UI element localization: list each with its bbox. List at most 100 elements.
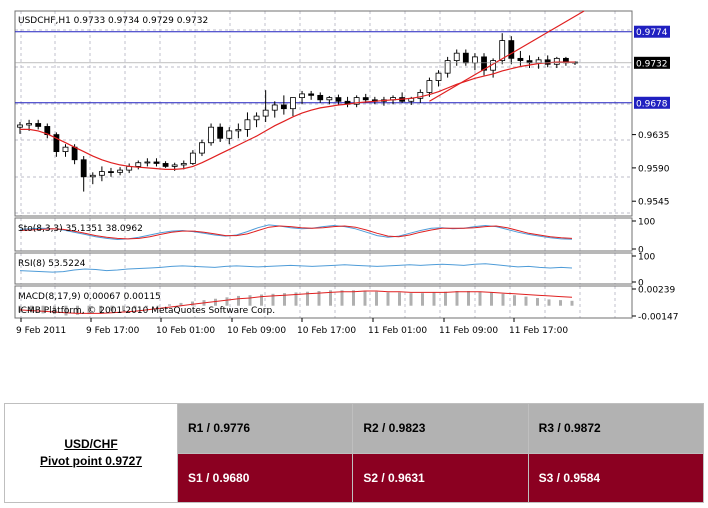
current-price-label: 0.9732 <box>636 59 668 69</box>
price-tick-label: 0.9590 <box>638 164 670 174</box>
candle-body <box>26 123 32 126</box>
macd-bar <box>179 302 183 306</box>
candle-body <box>280 104 287 110</box>
candle-body <box>89 174 96 178</box>
level-label: 0.9774 <box>636 28 668 38</box>
macd-bar <box>41 305 45 314</box>
macd-bar <box>283 293 286 306</box>
macd-bar <box>30 305 33 313</box>
candle-body <box>153 161 160 164</box>
candle-body <box>44 126 51 135</box>
candle-body <box>472 56 478 64</box>
candle-body <box>326 97 333 101</box>
macd-bar <box>467 291 470 306</box>
candle-body <box>80 159 87 178</box>
candle-body <box>62 146 69 153</box>
macd-bar <box>398 292 401 306</box>
stochastic-header: Sto(8,3,3) 35.1351 38.0962 <box>18 224 143 234</box>
candle-body <box>189 152 196 164</box>
pair-label: USD/CHF <box>64 437 118 451</box>
macd-bar <box>340 290 344 306</box>
macd-bar <box>99 305 102 313</box>
indicator-line <box>19 225 573 240</box>
candles <box>17 33 578 192</box>
macd-header: MACD(8,17,9) 0.00067 0.00115 <box>18 292 161 302</box>
macd-bar <box>225 297 229 306</box>
trend-line <box>429 10 585 102</box>
pivot-label: Pivot point 0.9727 <box>39 454 143 468</box>
candle-body <box>226 130 233 139</box>
time-tick-label: 11 Feb 01:00 <box>368 326 427 336</box>
candle-body <box>262 109 269 117</box>
macd-bar <box>237 295 240 306</box>
macd-bar <box>352 290 355 306</box>
candle-body <box>526 60 533 64</box>
indicator-line <box>19 224 573 241</box>
candle-body <box>362 97 369 101</box>
macd-bar <box>294 292 298 306</box>
candle-body <box>271 104 278 111</box>
candle-body <box>35 123 42 127</box>
candle-body <box>508 40 515 59</box>
candle-body <box>117 169 123 173</box>
macd-panel-frame <box>14 285 633 319</box>
macd-bar <box>122 305 125 310</box>
time-tick-label: 11 Feb 09:00 <box>439 326 498 336</box>
macd-bar <box>490 292 493 306</box>
macd-bar <box>87 305 91 315</box>
candle-body <box>335 97 342 102</box>
macd-bar <box>53 305 56 315</box>
macd-bar <box>248 295 252 306</box>
indicator-line <box>19 263 573 273</box>
candle-body <box>517 57 524 61</box>
time-tick-label: 10 Feb 01:00 <box>156 326 215 336</box>
candle-body <box>317 94 324 101</box>
macd-bar <box>455 291 459 306</box>
pivot-table: USD/CHF Pivot point 0.9727 R1 / 0.9776 R… <box>4 403 705 503</box>
candle-body <box>535 59 542 64</box>
time-axis-ticks: 9 Feb 2011 9 Feb 17:00 10 Feb 01:00 10 Feb … <box>16 318 568 336</box>
s2-cell: S2 / 0.9631 <box>352 452 529 503</box>
macd-bar <box>421 293 424 306</box>
rsi-panel-frame <box>14 252 633 285</box>
macd-bar <box>524 296 528 306</box>
price-tick-label: 0.9635 <box>638 131 670 141</box>
candle-body <box>353 97 360 105</box>
time-tick-label: 9 Feb 17:00 <box>86 326 140 336</box>
macd-bar <box>386 292 390 306</box>
candle-body <box>426 80 433 93</box>
macd-bar <box>317 291 321 306</box>
indicator-tick-label: 0.00239 <box>638 286 675 296</box>
candle-body <box>53 134 60 153</box>
rsi-header: RSI(8) 53.5224 <box>18 259 86 269</box>
macd-bar <box>306 291 309 306</box>
rsi-lines <box>19 263 573 273</box>
candle-body <box>462 52 469 64</box>
indicator-tick-label: 0 <box>638 279 644 289</box>
macd-bar <box>110 305 114 312</box>
candle-body <box>71 146 78 161</box>
macd-bar <box>168 304 171 306</box>
trading-chart: 0.9774 0.9678 0.9635 0.9590 0.9545 0.9732 1… <box>14 10 679 336</box>
macd-bar <box>18 305 22 313</box>
candle-body <box>444 60 451 74</box>
candle-body <box>199 142 205 154</box>
candle-body <box>499 40 506 61</box>
macd-bar <box>432 292 436 306</box>
indicator-tick-label: 0 <box>638 246 644 256</box>
stochastic-lines <box>19 224 573 241</box>
r3-cell: R3 / 0.9872 <box>527 403 705 454</box>
s1-cell: S1 / 0.9680 <box>176 452 354 503</box>
candle-body <box>180 163 187 166</box>
candle-body <box>453 52 460 61</box>
candle-body <box>98 171 105 176</box>
price-panel-frame <box>14 10 633 217</box>
current-price-box <box>634 56 670 69</box>
indicator-tick-label: -0.00147 <box>638 313 678 323</box>
macd-bar <box>444 291 447 306</box>
price-tick-label: 0.9545 <box>638 198 670 208</box>
macd-histogram <box>18 290 574 316</box>
horizontal-levels: 0.9774 0.9678 <box>15 25 670 109</box>
macd-signal-line <box>19 290 573 314</box>
